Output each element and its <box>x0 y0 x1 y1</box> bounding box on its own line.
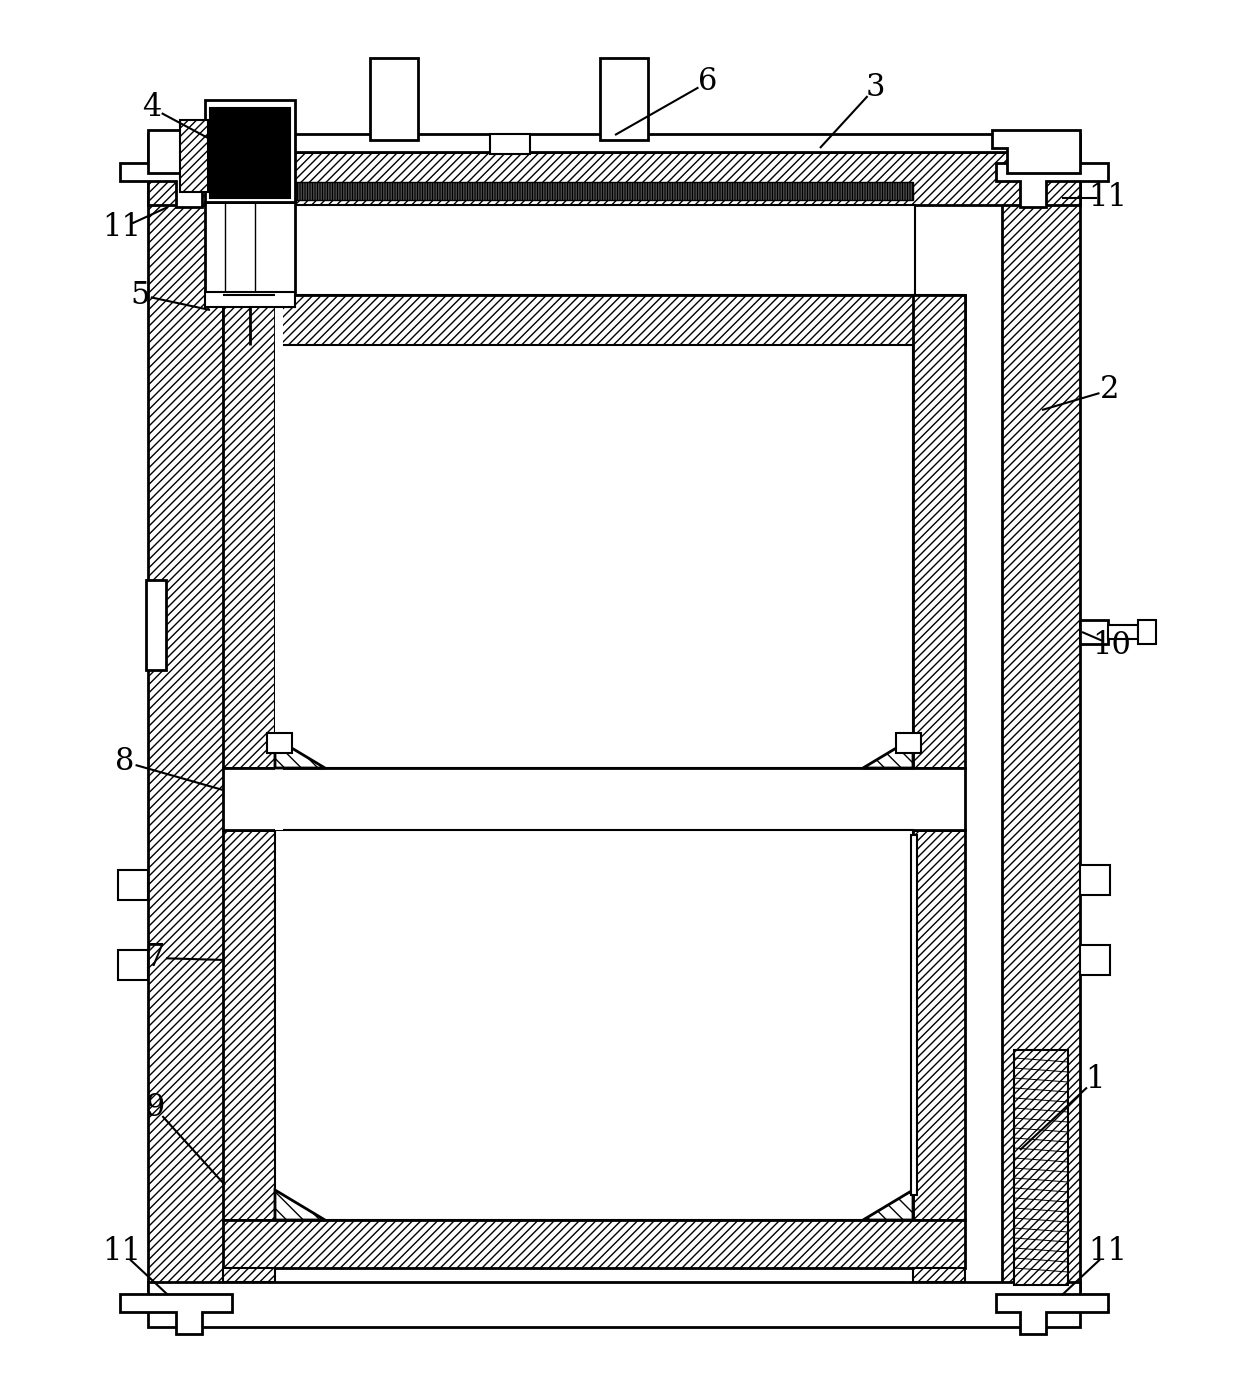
Bar <box>146 580 166 670</box>
Bar <box>205 292 295 307</box>
Polygon shape <box>120 163 232 206</box>
Text: 1: 1 <box>1085 1064 1105 1095</box>
Bar <box>913 294 965 769</box>
Text: 8: 8 <box>115 746 135 777</box>
Bar <box>148 1282 1080 1327</box>
Polygon shape <box>118 870 148 900</box>
Bar <box>148 134 1080 152</box>
Text: 10: 10 <box>1092 629 1131 660</box>
Bar <box>210 107 290 198</box>
Bar <box>1002 174 1080 1290</box>
Bar <box>267 732 291 753</box>
Text: 11: 11 <box>1089 183 1127 213</box>
Text: 4: 4 <box>143 92 161 124</box>
Polygon shape <box>148 130 236 173</box>
Polygon shape <box>275 1190 325 1221</box>
Text: 6: 6 <box>698 67 718 98</box>
Bar <box>600 59 649 140</box>
Polygon shape <box>996 163 1109 206</box>
Bar <box>275 830 913 1221</box>
Polygon shape <box>996 1295 1109 1334</box>
Polygon shape <box>863 1190 913 1221</box>
Bar <box>148 152 1080 205</box>
Text: 3: 3 <box>866 73 885 103</box>
Bar <box>490 134 529 153</box>
Bar <box>275 181 913 199</box>
Polygon shape <box>1080 944 1110 975</box>
Polygon shape <box>992 130 1080 173</box>
Bar <box>1014 1050 1068 1285</box>
Polygon shape <box>863 738 913 769</box>
Bar <box>275 294 283 830</box>
Text: 11: 11 <box>1089 1236 1127 1268</box>
Text: 7: 7 <box>145 943 165 974</box>
Bar <box>148 174 226 1290</box>
Bar <box>180 120 208 193</box>
Bar <box>223 294 965 345</box>
Bar <box>223 1221 965 1268</box>
Polygon shape <box>118 950 148 981</box>
Bar <box>913 830 965 1221</box>
Polygon shape <box>120 1295 232 1334</box>
Bar <box>224 294 228 1290</box>
Bar <box>223 1268 275 1282</box>
Polygon shape <box>1080 865 1110 896</box>
Bar <box>913 1268 965 1282</box>
Text: 5: 5 <box>130 279 150 311</box>
Bar <box>205 202 295 292</box>
Bar <box>275 345 913 769</box>
Bar <box>223 830 275 1221</box>
Bar <box>223 769 965 830</box>
Bar <box>1109 625 1138 639</box>
Text: 11: 11 <box>103 1236 141 1268</box>
Text: 2: 2 <box>1100 374 1120 406</box>
Bar <box>1138 619 1156 644</box>
Bar <box>1080 619 1109 644</box>
Bar <box>223 294 275 769</box>
Text: 11: 11 <box>103 212 141 244</box>
Bar <box>897 732 921 753</box>
Bar <box>273 205 915 294</box>
Text: 9: 9 <box>145 1092 165 1123</box>
Bar <box>370 59 418 140</box>
Bar <box>911 836 918 1196</box>
Bar <box>205 100 295 202</box>
Polygon shape <box>275 738 325 769</box>
